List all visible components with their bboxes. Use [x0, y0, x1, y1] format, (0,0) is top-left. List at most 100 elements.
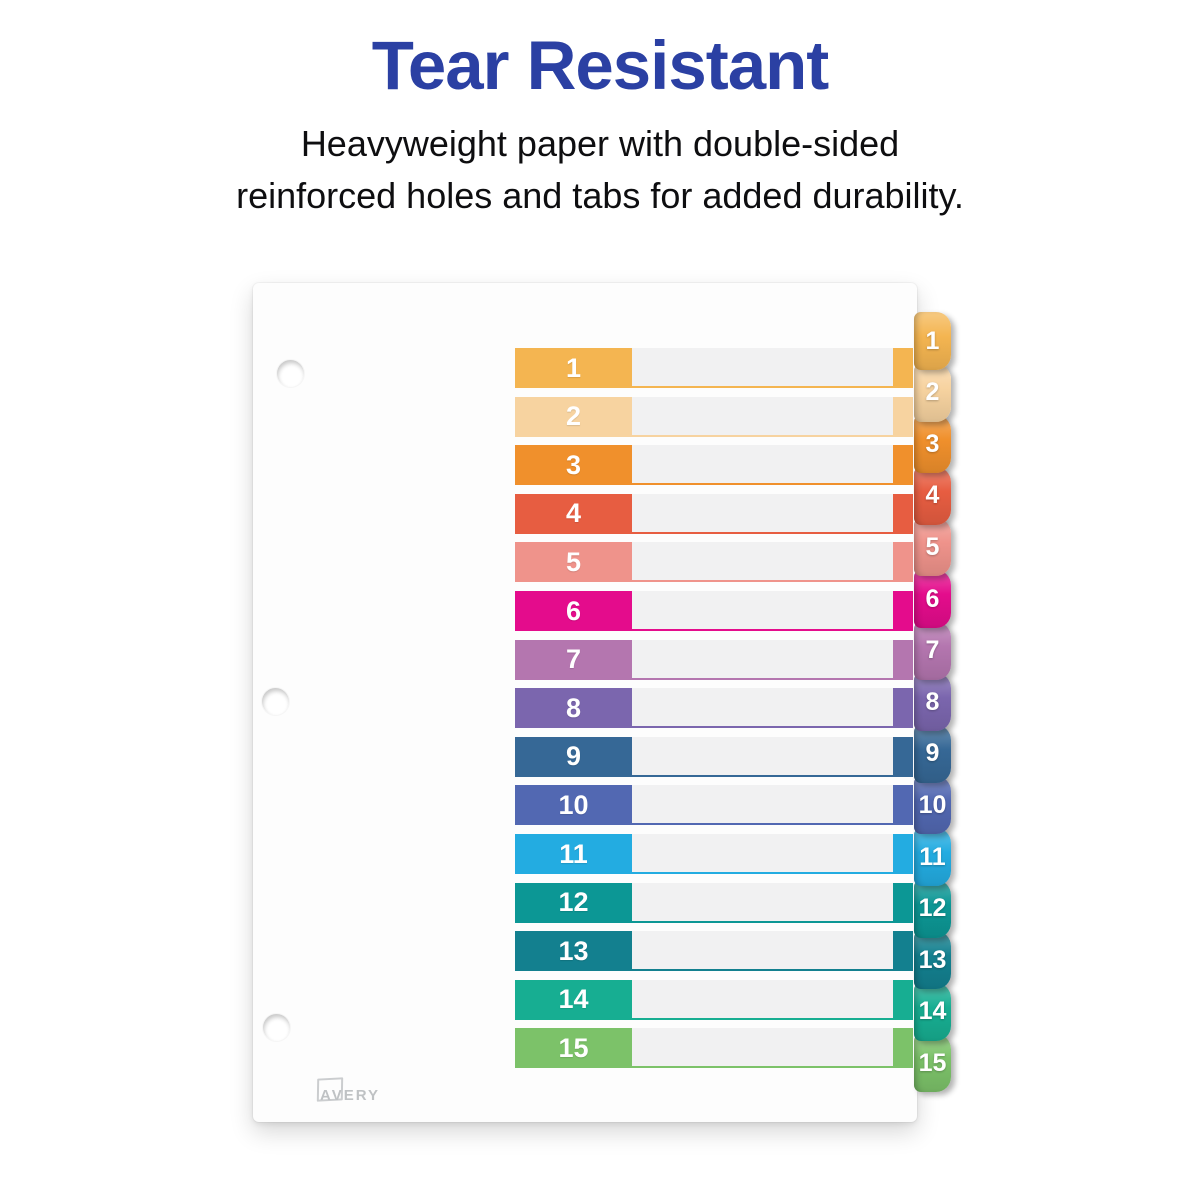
index-tab-3: 3 — [914, 415, 951, 474]
subtitle-line-1: Heavyweight paper with double-sided — [300, 123, 900, 165]
index-tab-6: 6 — [914, 570, 951, 628]
index-tab-1: 1 — [914, 312, 951, 370]
toc-row-number: 7 — [565, 644, 582, 675]
toc-row-14: 14 — [515, 979, 913, 1020]
header: Tear Resistant Heavyweight paper with do… — [0, 0, 1200, 221]
toc-row-number-block: 11 — [515, 834, 632, 874]
index-tab-11: 11 — [914, 828, 951, 886]
toc-row-number: 12 — [558, 887, 589, 918]
toc-row-edge-block — [893, 1028, 913, 1069]
toc-row-number-block: 6 — [515, 591, 632, 631]
toc-row-number: 11 — [559, 838, 588, 869]
toc-row-number: 9 — [565, 741, 582, 772]
toc-row-15: 15 — [515, 1028, 913, 1069]
tab-number: 2 — [925, 378, 940, 407]
toc-row-number: 6 — [565, 595, 582, 626]
tab-number: 14 — [918, 997, 947, 1026]
toc-row-number-block: 12 — [515, 882, 632, 923]
toc-row-11: 11 — [515, 834, 913, 874]
toc-row-5: 5 — [515, 542, 913, 583]
avery-logo-text: AVERY — [320, 1087, 381, 1104]
toc-row-10: 10 — [515, 785, 913, 826]
divider-sheet: 1 2 3 4 5 6 7 8 9 10 11 12 13 14 15 AVERY — [253, 283, 917, 1122]
tab-number: 7 — [925, 636, 940, 665]
index-tab-4: 4 — [914, 466, 951, 525]
toc-row-2: 2 — [515, 396, 913, 437]
index-tab-2: 2 — [914, 363, 951, 422]
toc-row-12: 12 — [515, 882, 913, 923]
subtitle-line-2: reinforced holes and tabs for added dura… — [236, 174, 964, 216]
toc-row-edge-block — [893, 542, 913, 583]
index-tab-9: 9 — [914, 724, 951, 783]
toc-row-edge-block — [893, 348, 913, 388]
toc-row-13: 13 — [515, 931, 913, 972]
tab-number: 5 — [925, 532, 940, 561]
tab-number: 8 — [925, 687, 940, 716]
toc-row-number-block: 1 — [515, 348, 632, 388]
tab-number: 1 — [925, 326, 940, 355]
toc-row-number-block: 14 — [515, 979, 632, 1020]
toc-row-edge-block — [893, 396, 913, 437]
toc-row-number: 4 — [565, 498, 582, 529]
index-tab-15: 15 — [914, 1034, 951, 1093]
toc-row-4: 4 — [515, 493, 913, 534]
index-tab-14: 14 — [914, 982, 951, 1041]
tab-number: 11 — [919, 842, 946, 871]
toc-row-1: 1 — [515, 348, 913, 388]
tab-number: 3 — [925, 429, 940, 458]
index-tab-10: 10 — [914, 776, 951, 835]
toc-row-number: 13 — [558, 935, 589, 966]
tab-number: 4 — [925, 481, 940, 510]
toc-row-6: 6 — [515, 591, 913, 631]
toc-row-edge-block — [893, 591, 913, 631]
toc-row-number-block: 10 — [515, 785, 632, 826]
toc-row-number-block: 15 — [515, 1028, 632, 1069]
toc-row-number-block: 4 — [515, 493, 632, 534]
toc-row-edge-block — [893, 736, 913, 777]
tab-number: 6 — [925, 584, 940, 613]
tab-number: 13 — [918, 945, 947, 974]
tab-number: 15 — [918, 1048, 947, 1077]
tab-number: 9 — [925, 739, 940, 768]
toc-row-edge-block — [893, 445, 913, 486]
toc-row-number-block: 9 — [515, 736, 632, 777]
punch-hole-2 — [262, 688, 289, 715]
punch-hole-3 — [263, 1014, 290, 1041]
page-title: Tear Resistant — [371, 27, 829, 104]
toc-row-edge-block — [893, 688, 913, 729]
toc-row-edge-block — [893, 882, 913, 923]
toc-row-9: 9 — [515, 736, 913, 777]
tab-number: 10 — [918, 790, 947, 819]
toc-row-number-block: 3 — [515, 445, 632, 486]
toc-row-number-block: 5 — [515, 542, 632, 583]
tab-number: 12 — [918, 894, 947, 923]
avery-logo: AVERY — [316, 1077, 381, 1109]
toc-row-edge-block — [893, 979, 913, 1020]
toc-row-number-block: 13 — [515, 931, 632, 972]
toc-row-edge-block — [893, 785, 913, 826]
toc-row-number-block: 8 — [515, 688, 632, 729]
subtitle: Heavyweight paper with double-sided rein… — [0, 118, 1200, 220]
toc-row-number: 5 — [565, 546, 582, 577]
index-tab-7: 7 — [914, 621, 951, 680]
index-tab-5: 5 — [914, 518, 951, 577]
index-tab-12: 12 — [914, 879, 951, 938]
toc-row-number: 15 — [558, 1032, 589, 1063]
toc-row-number: 14 — [558, 984, 589, 1015]
index-tab-8: 8 — [914, 673, 951, 732]
toc-row-8: 8 — [515, 688, 913, 729]
toc-row-number: 10 — [558, 789, 589, 820]
toc-row-number: 2 — [565, 401, 582, 432]
toc-row-edge-block — [893, 639, 913, 680]
toc-row-edge-block — [893, 493, 913, 534]
toc-row-3: 3 — [515, 445, 913, 486]
toc-row-number: 3 — [565, 449, 582, 480]
toc-row-edge-block — [893, 834, 913, 874]
index-tab-13: 13 — [914, 931, 951, 990]
toc-row-edge-block — [893, 931, 913, 972]
toc-row-number: 8 — [565, 692, 582, 723]
toc-row-number: 1 — [565, 352, 582, 383]
toc-row-number-block: 2 — [515, 396, 632, 437]
